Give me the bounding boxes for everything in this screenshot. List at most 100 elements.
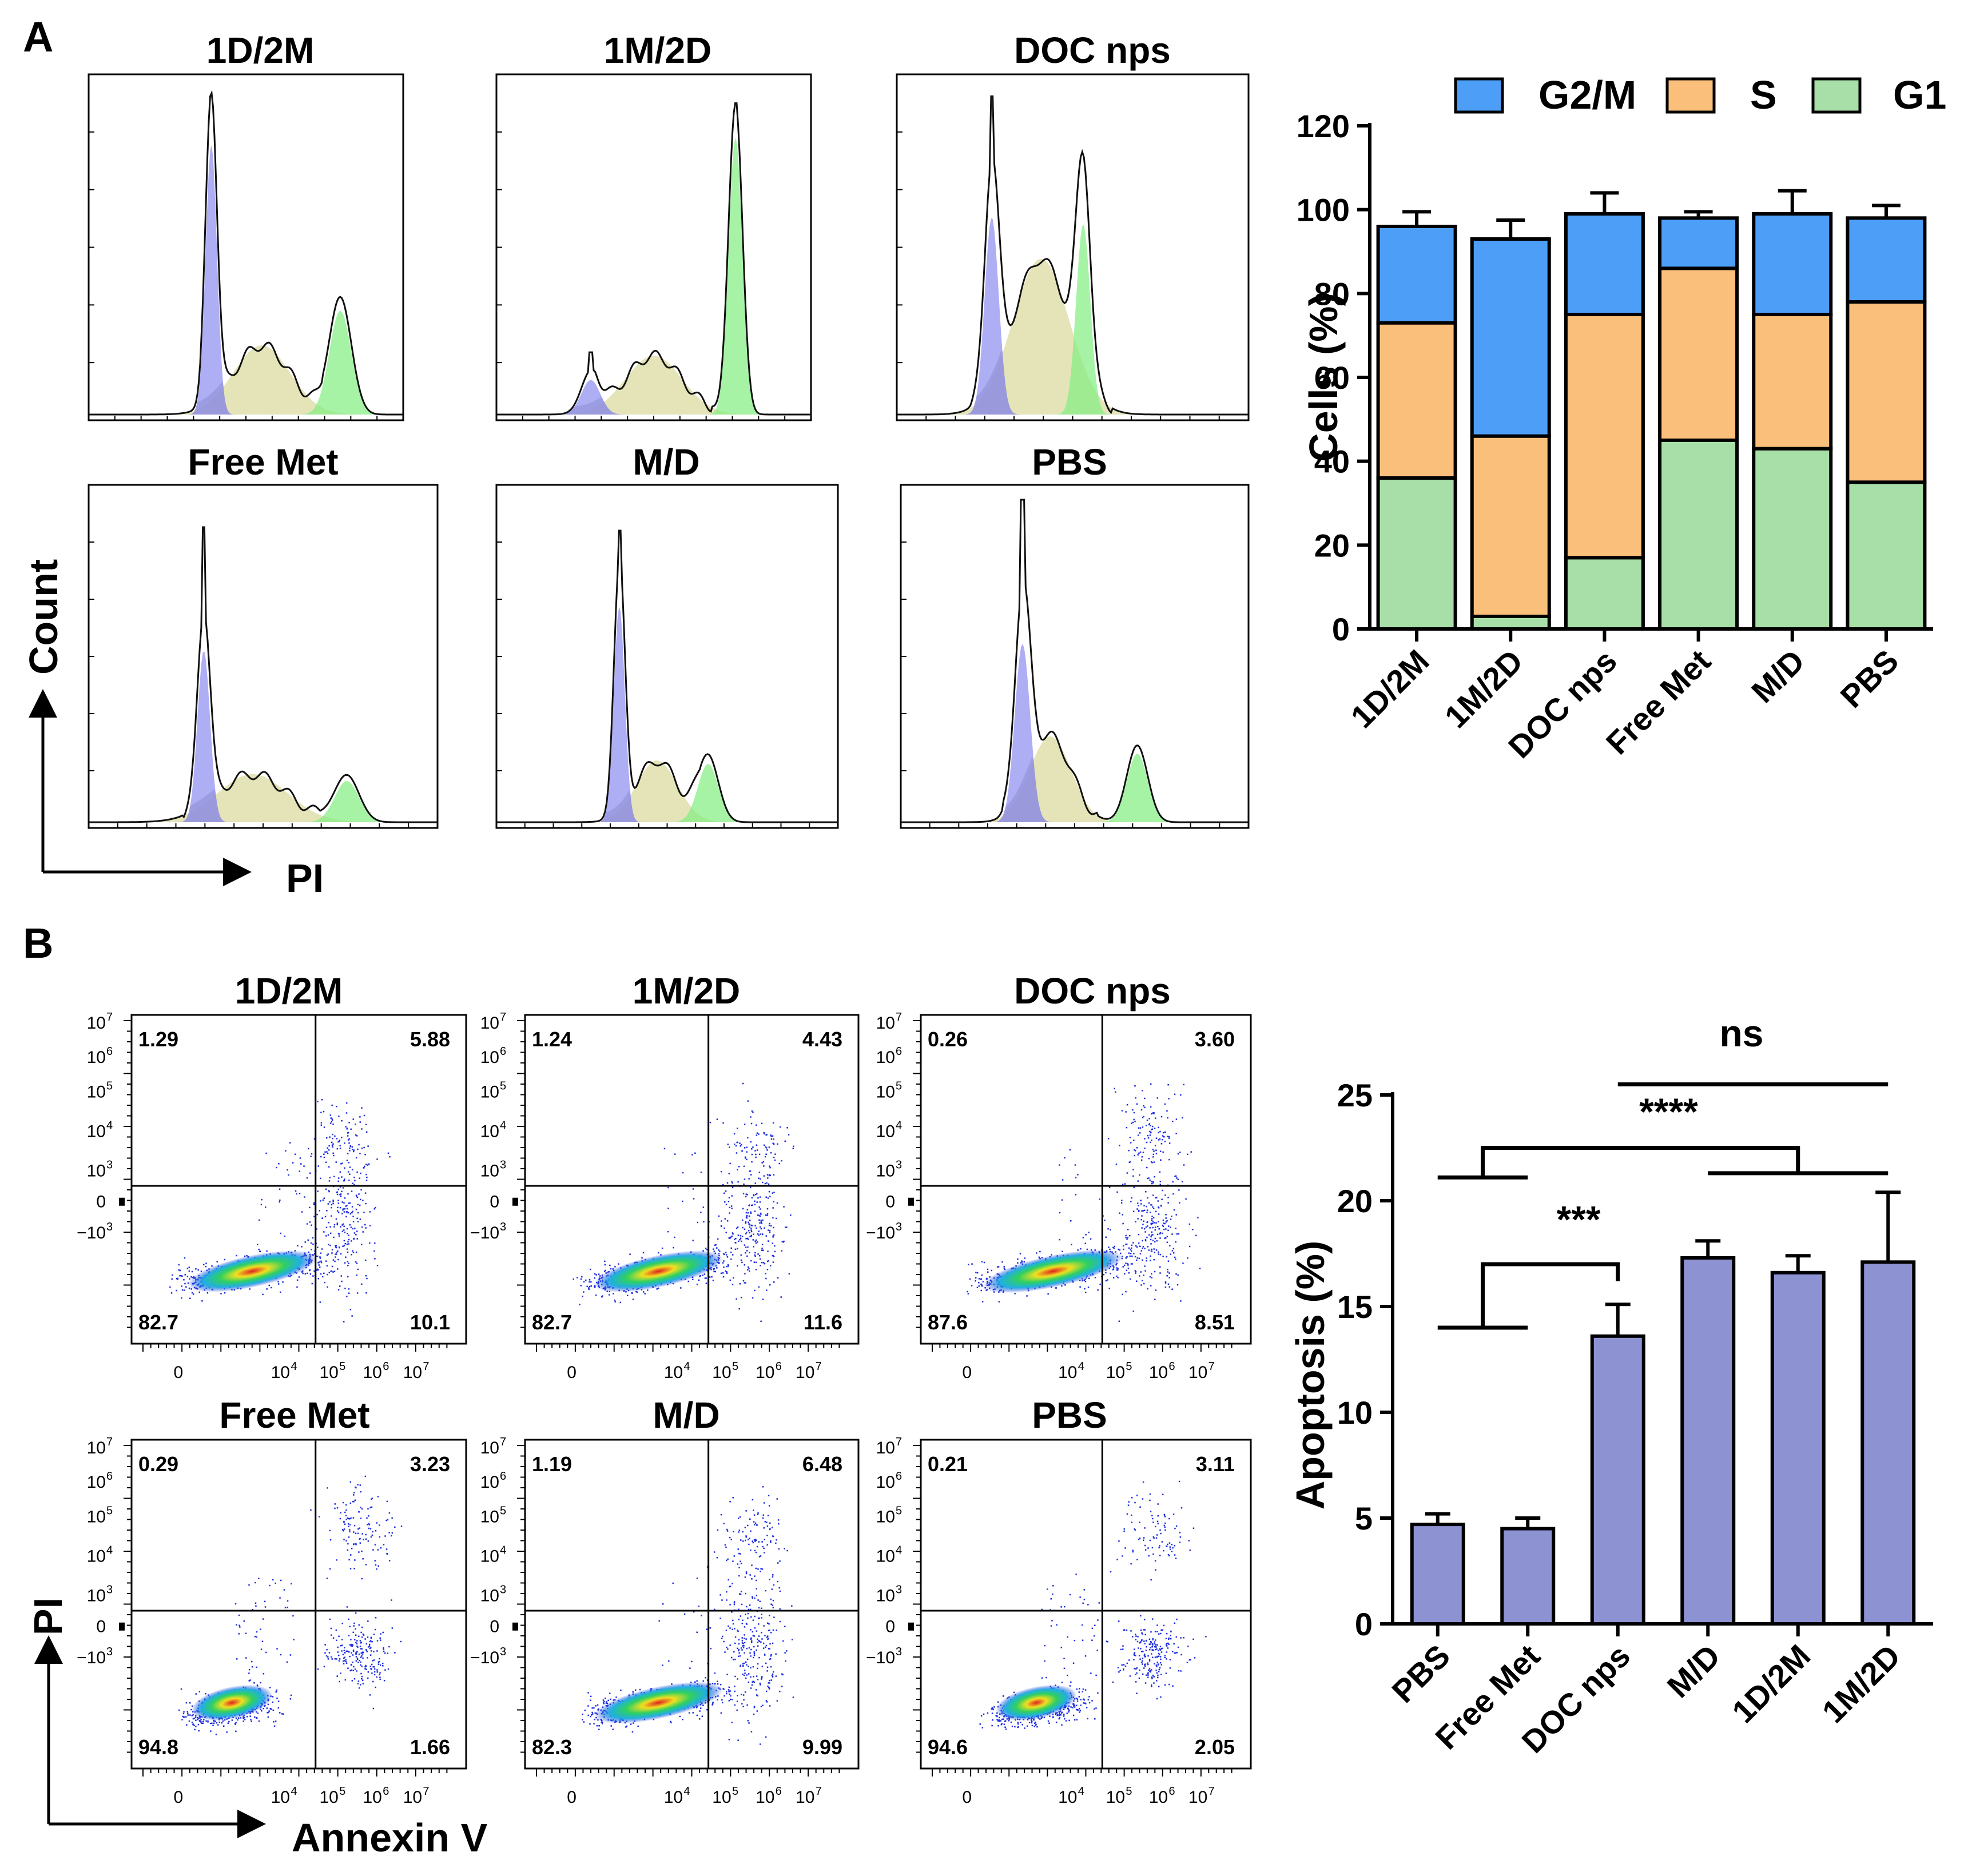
histogram-curves bbox=[89, 90, 403, 420]
y-tick-exponent: 3 bbox=[106, 1646, 113, 1658]
y-tick-label: 10 bbox=[480, 1587, 499, 1606]
y-tick-label: 10 bbox=[87, 1439, 106, 1457]
quadrant-value-lower-right: 9.99 bbox=[802, 1735, 842, 1759]
x-tick-label: 0 bbox=[567, 1788, 577, 1807]
histogram-curves bbox=[496, 529, 838, 828]
y-tick-label: 10 bbox=[480, 1014, 499, 1033]
cell-cycle-bar-chart: G2/M S G1 Cells (%) 0 20 40 60 80 100 120 1D/2M… bbox=[1297, 73, 1947, 765]
histogram-trace bbox=[496, 102, 811, 416]
y-tick-label: 60 bbox=[1314, 360, 1350, 396]
y-tick-exponent: 4 bbox=[106, 1544, 113, 1557]
quadrant-value-upper-right: 3.11 bbox=[1196, 1452, 1235, 1476]
histogram-title: 1D/2M bbox=[206, 30, 315, 71]
x-tick-label: 10 bbox=[712, 1788, 731, 1807]
bar-g1 bbox=[1470, 615, 1551, 631]
bar-s bbox=[1846, 300, 1927, 484]
x-tick-exponent: 5 bbox=[339, 1360, 345, 1373]
x-tick-label: 10 bbox=[1188, 1363, 1207, 1382]
y-tick-label: 10 bbox=[876, 1547, 895, 1566]
x-tick-label: 10 bbox=[1149, 1363, 1168, 1382]
y-tick-label: 10 bbox=[876, 1587, 895, 1606]
x-tick-label: Free Met bbox=[1599, 643, 1717, 761]
y-tick-exponent: 3 bbox=[106, 1221, 113, 1233]
y-tick-exponent: 6 bbox=[896, 1045, 902, 1058]
y-tick-label: 100 bbox=[1297, 192, 1350, 228]
x-tick-exponent: 7 bbox=[423, 1360, 429, 1373]
g2-peak-area bbox=[496, 138, 811, 415]
quadrant-value-upper-right: 4.43 bbox=[802, 1027, 842, 1051]
bar bbox=[1410, 1523, 1465, 1626]
annexin-axis-title: Annexin V bbox=[292, 1815, 488, 1860]
density-hotspot bbox=[191, 1684, 273, 1721]
y-tick-exponent: 7 bbox=[500, 1011, 506, 1023]
x-tick-label: 10 bbox=[756, 1363, 774, 1382]
x-tick-label: 10 bbox=[1149, 1788, 1168, 1807]
y-tick-label: 10 bbox=[876, 1122, 895, 1141]
x-tick-label: 10 bbox=[756, 1788, 774, 1807]
g2-peak-area bbox=[89, 310, 403, 415]
quadrant-value-lower-left: 82.7 bbox=[138, 1311, 178, 1334]
x-tick-label: 0 bbox=[962, 1363, 972, 1382]
y-tick-label: 10 bbox=[480, 1508, 499, 1527]
bar-g2m bbox=[1752, 212, 1833, 316]
significance-bracket-triple bbox=[1437, 1262, 1620, 1330]
bar-g2m bbox=[1658, 216, 1739, 270]
s-phase-area bbox=[901, 736, 1249, 822]
significance-label-triple: *** bbox=[1556, 1198, 1600, 1241]
x-tick-exponent: 5 bbox=[732, 1360, 738, 1373]
y-tick-label: −10 bbox=[866, 1648, 895, 1667]
x-tick-label: M/D bbox=[1660, 1638, 1727, 1704]
y-tick-label: 10 bbox=[876, 1439, 895, 1457]
y-tick-label: 10 bbox=[876, 1162, 895, 1181]
x-tick-exponent: 4 bbox=[683, 1785, 690, 1798]
significance-label-ns: ns bbox=[1719, 1012, 1763, 1054]
y-tick-label: 20 bbox=[1314, 527, 1350, 563]
density-hotspot bbox=[983, 1249, 1123, 1293]
significance-bracket-quad bbox=[1437, 1146, 1889, 1180]
y-tick-exponent: 3 bbox=[896, 1221, 902, 1233]
quadrant-value-upper-left: 1.19 bbox=[532, 1452, 572, 1476]
y-tick-label: 10 bbox=[87, 1162, 106, 1181]
quadrant-value-lower-left: 82.3 bbox=[532, 1735, 572, 1759]
x-tick-exponent: 5 bbox=[339, 1785, 345, 1798]
y-tick-label: 10 bbox=[876, 1508, 895, 1527]
quadrant-value-lower-right: 1.66 bbox=[410, 1735, 450, 1759]
quadrant-value-lower-left: 82.7 bbox=[532, 1311, 572, 1334]
y-tick-exponent: 7 bbox=[896, 1011, 902, 1023]
histogram-plot: M/D bbox=[495, 441, 839, 829]
x-tick-exponent: 4 bbox=[1078, 1785, 1084, 1798]
y-zero-marker bbox=[119, 1197, 125, 1206]
x-tick-label: 10 bbox=[319, 1363, 338, 1382]
scatter-frame bbox=[920, 1439, 1252, 1770]
y-zero-marker bbox=[512, 1197, 518, 1206]
histogram-trace bbox=[897, 95, 1249, 416]
x-tick-exponent: 7 bbox=[423, 1785, 429, 1798]
y-tick-label: 5 bbox=[1355, 1500, 1373, 1536]
bar-g1 bbox=[1846, 480, 1927, 631]
x-tick-exponent: 7 bbox=[816, 1360, 822, 1373]
x-tick-exponent: 6 bbox=[776, 1360, 782, 1373]
y-tick-exponent: 6 bbox=[896, 1470, 902, 1483]
x-tick-label: 0 bbox=[174, 1788, 184, 1807]
y-tick-exponent: 4 bbox=[500, 1120, 506, 1132]
scatter-frame bbox=[920, 1014, 1252, 1345]
quadrant-value-upper-right: 6.48 bbox=[802, 1452, 842, 1476]
y-tick-exponent: 3 bbox=[500, 1159, 506, 1172]
panel-label-b: B bbox=[23, 919, 53, 967]
s-phase-area bbox=[89, 774, 438, 822]
y-tick-exponent: 7 bbox=[896, 1436, 902, 1448]
quadrant-value-upper-right: 3.60 bbox=[1195, 1027, 1235, 1051]
legend-swatch-g2m bbox=[1454, 77, 1504, 114]
histogram-title: M/D bbox=[633, 441, 699, 483]
y-tick-exponent: 6 bbox=[500, 1045, 506, 1058]
y-zero-marker bbox=[512, 1622, 518, 1631]
x-tick-label: 10 bbox=[271, 1363, 290, 1382]
s-phase-area bbox=[496, 760, 838, 822]
y-tick-label: 120 bbox=[1297, 108, 1350, 144]
bar-s bbox=[1752, 313, 1833, 451]
x-tick-label: 10 bbox=[1188, 1788, 1207, 1807]
y-tick-label: 15 bbox=[1337, 1289, 1373, 1325]
quadrant-value-lower-right: 8.51 bbox=[1195, 1311, 1235, 1334]
